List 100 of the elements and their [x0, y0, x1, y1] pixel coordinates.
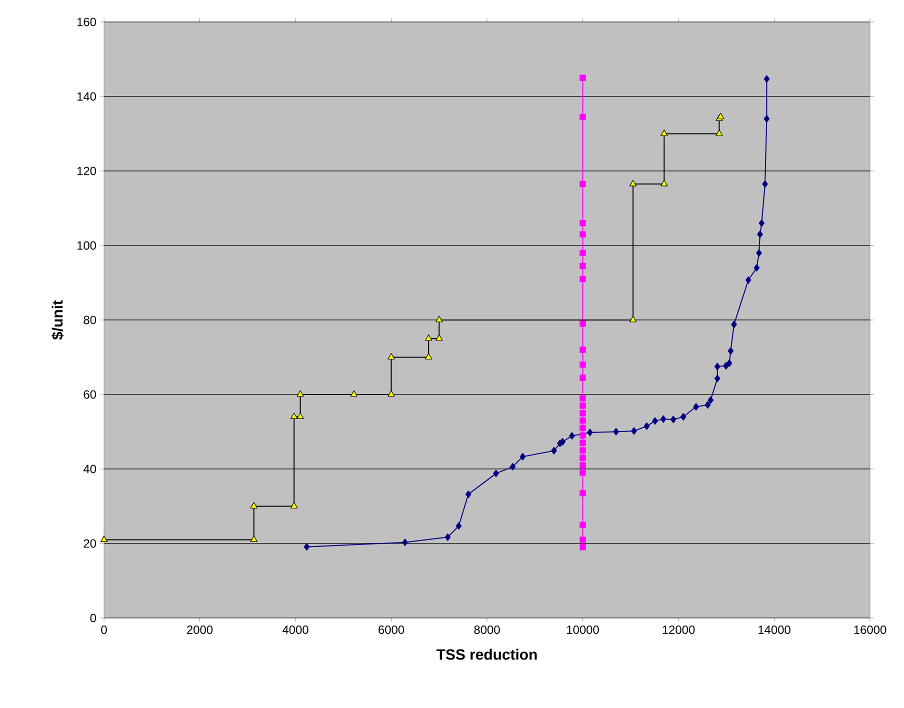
point	[580, 432, 586, 439]
point	[714, 374, 720, 382]
y-tick-label: 160	[77, 18, 96, 26]
point	[580, 250, 586, 256]
y-tick-label: 0	[90, 614, 96, 622]
x-tick-label: 0	[101, 626, 107, 634]
point	[580, 544, 586, 550]
point	[388, 353, 395, 360]
point	[631, 427, 637, 435]
point	[660, 180, 668, 186]
point	[436, 316, 443, 322]
point	[551, 446, 557, 455]
point	[580, 114, 586, 120]
point	[723, 362, 729, 370]
x-tick-label: 2000	[187, 626, 213, 634]
y-axis-title: $/unit	[52, 300, 64, 340]
point	[250, 502, 258, 508]
point	[296, 390, 304, 397]
point	[290, 502, 298, 508]
point	[629, 316, 637, 322]
point	[708, 396, 714, 404]
point	[580, 522, 586, 528]
y-tick-label: 140	[77, 92, 96, 101]
point	[304, 543, 310, 551]
point	[716, 130, 723, 136]
point	[250, 536, 258, 542]
point	[580, 447, 586, 454]
point	[745, 276, 752, 284]
point	[644, 422, 650, 430]
x-tick-label: 12000	[662, 626, 695, 634]
point	[580, 402, 586, 409]
point	[580, 395, 586, 402]
point	[580, 276, 586, 282]
y-tick-label: 40	[83, 464, 96, 474]
x-tick-label: 16000	[854, 626, 886, 634]
point	[587, 428, 593, 436]
point	[580, 454, 586, 461]
point	[100, 536, 108, 542]
y-tick-label: 80	[84, 316, 96, 324]
point	[580, 320, 586, 327]
point	[444, 533, 451, 541]
y-tick-label: 20	[84, 539, 96, 548]
point	[660, 415, 666, 423]
point	[580, 346, 586, 353]
point	[652, 417, 658, 425]
point	[436, 334, 443, 341]
x-tick-label: 6000	[378, 626, 404, 634]
point	[580, 470, 586, 476]
point	[493, 470, 499, 478]
point	[580, 440, 586, 446]
x-axis-title: TSS reduction	[436, 648, 537, 660]
point	[425, 334, 432, 341]
point	[510, 462, 516, 471]
x-tick-label: 14000	[758, 626, 790, 634]
y-tick-label: 60	[84, 390, 96, 399]
point	[350, 390, 358, 397]
point	[660, 130, 668, 136]
point	[580, 362, 586, 368]
point	[425, 353, 432, 360]
point	[580, 231, 586, 238]
point	[754, 264, 760, 272]
point	[290, 412, 298, 420]
point	[704, 401, 711, 409]
point	[580, 262, 586, 270]
point	[402, 538, 408, 546]
point	[580, 180, 586, 188]
point	[296, 412, 304, 420]
point	[580, 74, 586, 81]
point	[629, 180, 637, 186]
point	[388, 390, 395, 397]
point	[580, 374, 586, 381]
point	[764, 115, 770, 123]
point	[758, 219, 765, 227]
x-tick-label: 10000	[567, 626, 599, 634]
point	[580, 536, 586, 543]
point	[670, 416, 676, 424]
point	[731, 320, 737, 328]
point	[580, 220, 586, 226]
point	[569, 432, 575, 440]
point	[580, 417, 586, 424]
point	[456, 522, 462, 530]
point	[580, 462, 586, 468]
point	[580, 490, 586, 496]
point	[693, 402, 699, 411]
y-tick-label: 120	[77, 166, 96, 176]
y-tick-label: 100	[77, 241, 96, 250]
point	[613, 428, 619, 436]
point	[714, 362, 720, 370]
point	[762, 180, 768, 188]
point	[520, 452, 526, 460]
point	[560, 438, 566, 446]
point	[764, 75, 770, 83]
point	[680, 413, 686, 421]
point	[726, 359, 732, 367]
x-tick-label: 8000	[474, 626, 500, 634]
point	[465, 490, 472, 498]
point	[757, 230, 763, 238]
point	[580, 424, 586, 432]
x-tick-label: 4000	[282, 626, 308, 634]
point	[756, 249, 762, 257]
